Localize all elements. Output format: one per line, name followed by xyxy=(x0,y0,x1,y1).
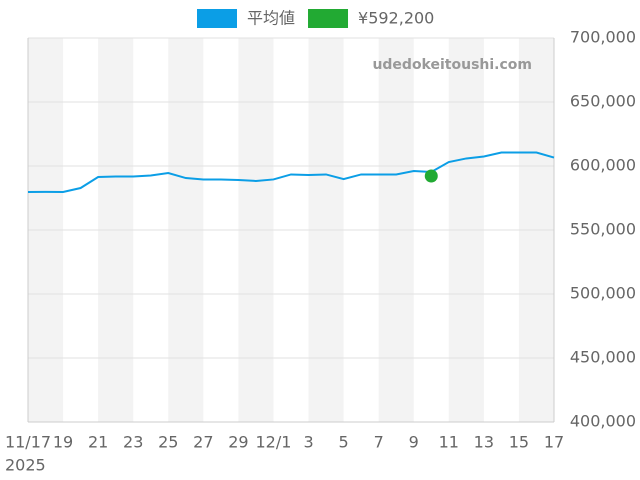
x-tick-label: 23 xyxy=(123,433,143,452)
legend-label: ¥592,200 xyxy=(358,9,434,28)
x-tick-label: 5 xyxy=(339,433,349,452)
x-tick-label: 29 xyxy=(228,433,248,452)
x-tick-label: 21 xyxy=(88,433,108,452)
x-tick-label: 13 xyxy=(474,433,494,452)
x-tick-label: 12/1 xyxy=(255,433,291,452)
x-tick-label: 11/17 xyxy=(5,433,51,452)
y-tick-label: 500,000 xyxy=(570,284,636,303)
y-tick-label: 600,000 xyxy=(570,156,636,175)
y-tick-label: 700,000 xyxy=(570,28,636,47)
x-tick-label: 17 xyxy=(544,433,564,452)
y-tick-label: 650,000 xyxy=(570,92,636,111)
x-tick-label: 9 xyxy=(409,433,419,452)
price-line xyxy=(27,151,555,193)
x-tick-label: 27 xyxy=(193,433,213,452)
legend-swatch xyxy=(197,9,237,28)
x-tick-label: 19 xyxy=(53,433,73,452)
x-tick-label: 15 xyxy=(509,433,529,452)
x-tick-label: 11 xyxy=(439,433,459,452)
y-tick-label: 400,000 xyxy=(570,412,636,431)
x-tick-label: 25 xyxy=(158,433,178,452)
x-tick-label: 7 xyxy=(374,433,384,452)
legend-label: 平均値 xyxy=(247,9,295,28)
x-year-label: 2025 xyxy=(5,456,46,475)
y-tick-label: 550,000 xyxy=(570,220,636,239)
watermark: udedokeitoushi.com xyxy=(372,57,532,73)
y-tick-label: 450,000 xyxy=(570,348,636,367)
price-point xyxy=(424,169,438,183)
x-tick-label: 3 xyxy=(303,433,313,452)
legend-swatch xyxy=(308,9,349,28)
